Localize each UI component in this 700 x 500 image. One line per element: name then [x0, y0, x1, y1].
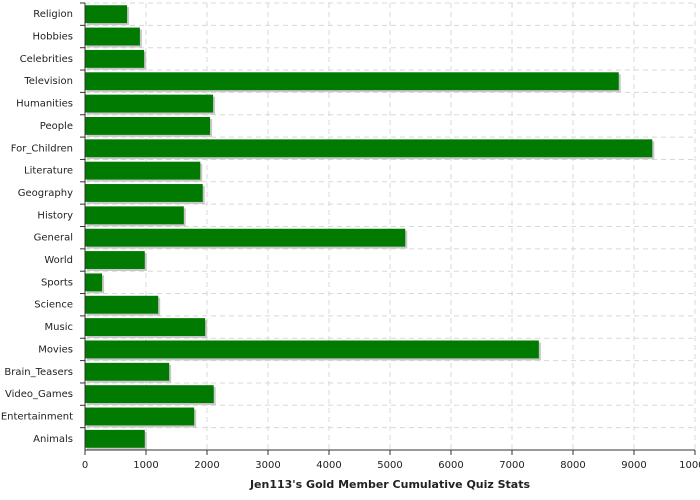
- bar: [85, 184, 203, 202]
- bar: [85, 94, 214, 113]
- chart-title: Jen113's Gold Member Cumulative Quiz Sta…: [249, 478, 531, 491]
- y-tick-label: Geography: [18, 188, 73, 199]
- y-tick-label: Literature: [24, 166, 73, 177]
- bar: [85, 116, 211, 135]
- y-tick-label: Video_Games: [5, 389, 73, 400]
- x-tick-label: 7000: [499, 460, 524, 471]
- y-tick-label: Entertainment: [1, 411, 73, 422]
- bar: [85, 407, 195, 426]
- x-tick-label: 1000: [133, 460, 158, 471]
- y-tick-label: Television: [23, 76, 73, 87]
- x-tick-label: 0: [82, 460, 88, 471]
- bar: [85, 206, 184, 225]
- bar: [85, 228, 406, 247]
- y-tick-label: Sports: [41, 277, 73, 288]
- y-tick-label: General: [34, 233, 73, 244]
- bar: [85, 251, 145, 269]
- x-tick-label: 4000: [316, 460, 341, 471]
- y-tick-label: Celebrities: [20, 54, 73, 65]
- x-tick-label: 8000: [560, 460, 585, 471]
- bar: [85, 318, 206, 337]
- y-tick-label: Science: [34, 300, 73, 311]
- bar: [85, 72, 619, 91]
- bar: [85, 27, 140, 46]
- x-tick-label: 5000: [377, 460, 402, 471]
- y-tick-label: Religion: [33, 9, 73, 20]
- bar: [85, 273, 103, 292]
- y-tick-label: History: [37, 210, 73, 221]
- x-tick-label: 6000: [438, 460, 463, 471]
- y-tick-label: Hobbies: [33, 32, 73, 43]
- bar: [85, 161, 201, 180]
- x-tick-label: 10000: [679, 460, 700, 471]
- bar: [85, 49, 145, 68]
- bar: [85, 385, 214, 404]
- bar: [85, 362, 170, 381]
- x-tick-label: 2000: [194, 460, 219, 471]
- bar: [85, 340, 539, 359]
- bar: [85, 295, 159, 314]
- x-tick-label: 3000: [255, 460, 280, 471]
- bar: [85, 5, 128, 24]
- y-tick-label: Music: [45, 322, 73, 333]
- bar: [85, 139, 653, 158]
- y-tick-label: Humanities: [16, 99, 73, 110]
- y-tick-label: People: [40, 121, 73, 132]
- y-tick-label: Brain_Teasers: [4, 367, 73, 378]
- y-tick-label: For_Children: [11, 143, 73, 154]
- y-tick-label: Animals: [33, 434, 73, 445]
- bar: [85, 429, 145, 448]
- y-tick-label: World: [44, 255, 73, 266]
- x-tick-label: 9000: [621, 460, 646, 471]
- y-tick-label: Movies: [38, 344, 73, 355]
